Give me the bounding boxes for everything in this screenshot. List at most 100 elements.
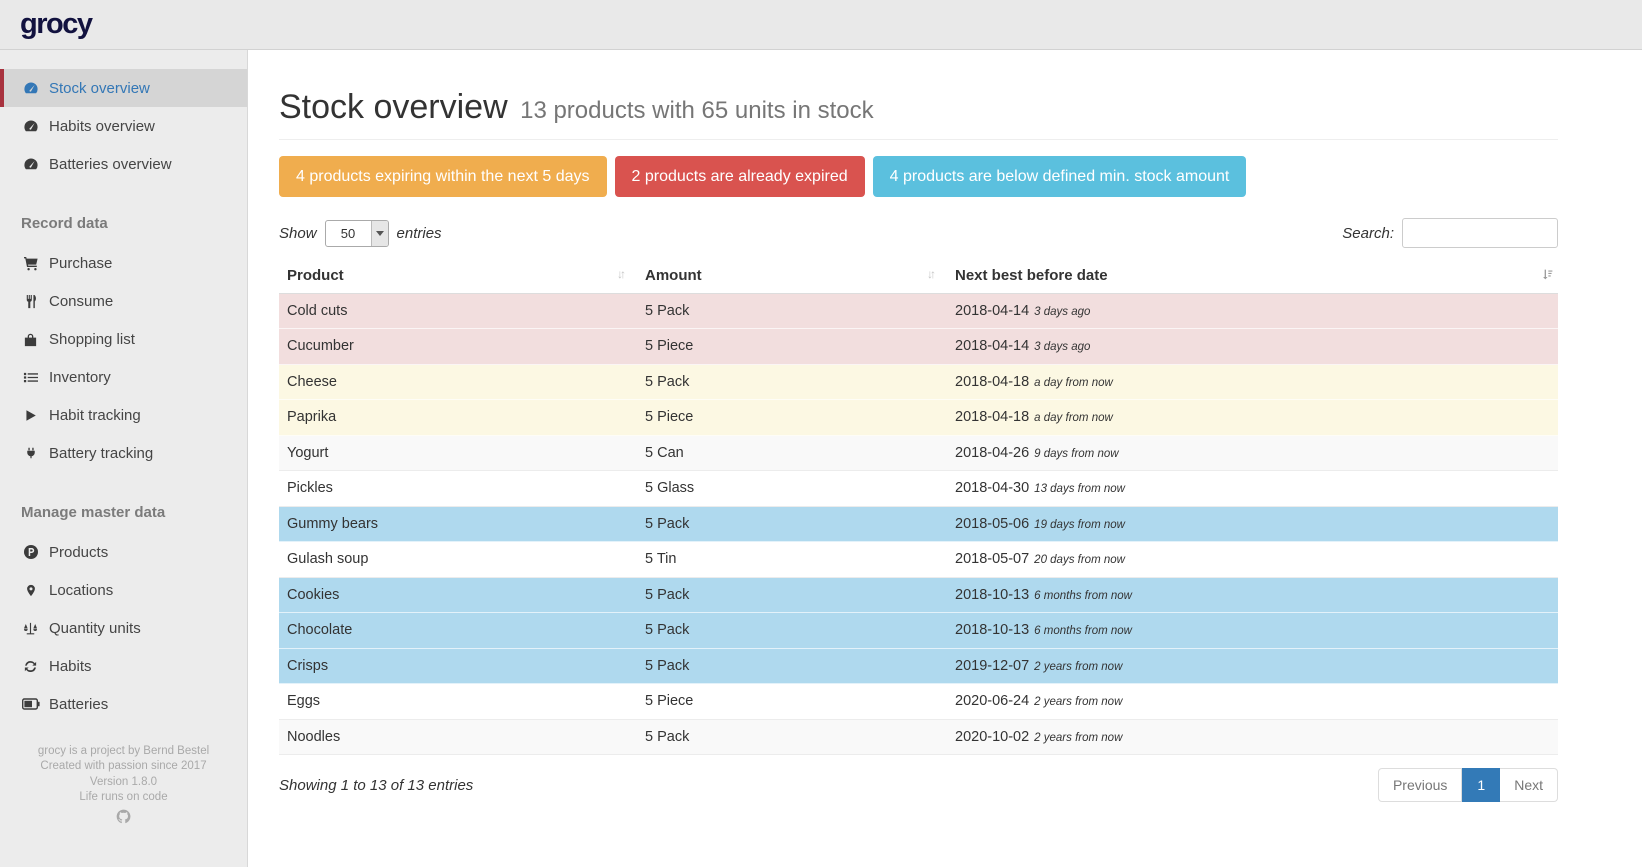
- sidebar-item-label: Batteries overview: [49, 155, 172, 173]
- amount-cell: 5 Pack: [637, 577, 947, 613]
- tachometer-icon: [21, 118, 40, 134]
- grocy-logo[interactable]: grocy: [20, 8, 93, 40]
- sidebar-item-stock-overview[interactable]: Stock overview: [0, 69, 247, 107]
- sidebar-item-locations[interactable]: Locations: [0, 571, 247, 609]
- table-row[interactable]: Paprika 5 Piece 2018-04-18 a day from now: [279, 399, 1558, 436]
- amount-cell: 5 Pack: [637, 648, 947, 684]
- expiring-products-button[interactable]: 4 products expiring within the next 5 da…: [279, 156, 607, 197]
- product-cell: Cucumber: [279, 328, 637, 365]
- date-cell: 2018-05-07 20 days from now: [947, 541, 1558, 578]
- table-row[interactable]: Noodles 5 Pack 2020-10-02 2 years from no…: [279, 719, 1558, 755]
- table-row[interactable]: Pickles 5 Glass 2018-04-30 13 days from n…: [279, 470, 1558, 507]
- pagination: Previous 1 Next: [1377, 768, 1558, 802]
- search-label: Search:: [1342, 224, 1394, 242]
- sidebar-item-label: Consume: [49, 292, 114, 310]
- sidebar-item-purchase[interactable]: Purchase: [0, 244, 247, 282]
- column-header-next-best-before-date[interactable]: Next best before date: [947, 259, 1558, 294]
- table-row[interactable]: Eggs 5 Piece 2020-06-24 2 years from now: [279, 683, 1558, 720]
- shopping-cart-icon: [21, 255, 40, 271]
- table-row[interactable]: Cold cuts 5 Pack 2018-04-14 3 days ago: [279, 293, 1558, 329]
- chevron-down-icon: [370, 220, 388, 246]
- product-cell: Cheese: [279, 364, 637, 400]
- sidebar-item-inventory[interactable]: Inventory: [0, 358, 247, 396]
- column-header-product[interactable]: Product ↓↑: [279, 259, 637, 294]
- date-cell: 2018-10-13 6 months from now: [947, 577, 1558, 613]
- main-content: Stock overview 13 products with 65 units…: [249, 50, 1642, 867]
- page-length-select[interactable]: 50: [324, 219, 389, 247]
- amount-cell: 5 Piece: [637, 328, 947, 365]
- next-page-button[interactable]: Next: [1500, 768, 1558, 802]
- sidebar-item-habits[interactable]: Habits: [0, 647, 247, 685]
- product-cell: Crisps: [279, 648, 637, 684]
- sidebar-item-label: Battery tracking: [49, 444, 154, 462]
- amount-cell: 5 Piece: [637, 399, 947, 436]
- table-row[interactable]: Yogurt 5 Can 2018-04-26 9 days from now: [279, 435, 1558, 471]
- below-min-stock-button[interactable]: 4 products are below defined min. stock …: [872, 156, 1247, 197]
- table-row[interactable]: Cucumber 5 Piece 2018-04-14 3 days ago: [279, 328, 1558, 365]
- product-cell: Noodles: [279, 719, 637, 755]
- date-cell: 2018-05-06 19 days from now: [947, 506, 1558, 542]
- table-row[interactable]: Cheese 5 Pack 2018-04-18 a day from now: [279, 364, 1558, 400]
- list-icon: [21, 370, 40, 385]
- date-cell: 2018-04-14 3 days ago: [947, 328, 1558, 365]
- date-cell: 2019-12-07 2 years from now: [947, 648, 1558, 684]
- balance-scale-icon: [21, 621, 40, 636]
- sidebar-item-label: Locations: [49, 581, 114, 599]
- page-subtitle: 13 products with 65 units in stock: [520, 97, 874, 124]
- product-cell: Cookies: [279, 577, 637, 613]
- page-length-value: 50: [340, 225, 356, 241]
- tachometer-icon: [21, 156, 40, 172]
- date-cell: 2018-04-30 13 days from now: [947, 470, 1558, 507]
- product-cell: Yogurt: [279, 435, 637, 471]
- entries-label: entries: [396, 224, 442, 242]
- amount-cell: 5 Pack: [637, 612, 947, 649]
- sidebar-item-batteries-overview[interactable]: Batteries overview: [0, 145, 247, 183]
- date-cell: 2018-04-18 a day from now: [947, 364, 1558, 400]
- table-controls: Show 50 entries Search:: [279, 218, 1558, 248]
- plug-icon: [21, 446, 40, 460]
- tachometer-icon: [21, 80, 40, 96]
- table-row[interactable]: Gummy bears 5 Pack 2018-05-06 19 days fro…: [279, 506, 1558, 542]
- amount-cell: 5 Glass: [637, 470, 947, 507]
- column-header-amount[interactable]: Amount ↓↑: [637, 259, 947, 294]
- sidebar-item-label: Shopping list: [49, 330, 135, 348]
- table-footer: Showing 1 to 13 of 13 entries Previous 1…: [279, 768, 1558, 802]
- table-row[interactable]: Crisps 5 Pack 2019-12-07 2 years from now: [279, 648, 1558, 684]
- table-header-row: Product ↓↑ Amount ↓↑ Next best before da…: [279, 259, 1558, 294]
- utensils-icon: [21, 294, 40, 309]
- sidebar-footer: grocy is a project by Bernd Bestel Creat…: [0, 744, 247, 830]
- sidebar: Stock overview Habits overview Batteries…: [0, 50, 248, 867]
- sidebar-item-label: Inventory: [49, 368, 111, 386]
- sidebar-nav: Stock overview Habits overview Batteries…: [0, 50, 247, 723]
- date-cell: 2018-04-26 9 days from now: [947, 435, 1558, 471]
- amount-cell: 5 Piece: [637, 683, 947, 720]
- amount-cell: 5 Pack: [637, 293, 947, 329]
- search-input[interactable]: [1402, 218, 1558, 248]
- refresh-icon: [21, 659, 40, 674]
- previous-page-button[interactable]: Previous: [1377, 768, 1463, 802]
- sort-amount-icon: [1541, 268, 1554, 285]
- sidebar-item-quantity-units[interactable]: Quantity units: [0, 609, 247, 647]
- entries-info: Showing 1 to 13 of 13 entries: [279, 776, 474, 794]
- table-row[interactable]: Chocolate 5 Pack 2018-10-13 6 months from…: [279, 612, 1558, 649]
- sidebar-item-shopping-list[interactable]: Shopping list: [0, 320, 247, 358]
- amount-cell: 5 Pack: [637, 719, 947, 755]
- table-row[interactable]: Cookies 5 Pack 2018-10-13 6 months from n…: [279, 577, 1558, 613]
- footer-line-motto: Life runs on code: [79, 791, 168, 803]
- sidebar-item-habit-tracking[interactable]: Habit tracking: [0, 396, 247, 434]
- sidebar-item-label: Habits: [49, 657, 92, 675]
- page-header: Stock overview 13 products with 65 units…: [279, 88, 1558, 140]
- github-icon[interactable]: [116, 809, 131, 830]
- expired-products-button[interactable]: 2 products are already expired: [614, 156, 865, 197]
- product-circle-icon: [21, 544, 40, 560]
- page-1-button[interactable]: 1: [1462, 768, 1501, 802]
- sidebar-item-consume[interactable]: Consume: [0, 282, 247, 320]
- sidebar-item-products[interactable]: Products: [0, 533, 247, 571]
- sidebar-item-batteries[interactable]: Batteries: [0, 685, 247, 723]
- sidebar-item-battery-tracking[interactable]: Battery tracking: [0, 434, 247, 472]
- sidebar-item-habits-overview[interactable]: Habits overview: [0, 107, 247, 145]
- footer-line-version: Version 1.8.0: [89, 775, 158, 788]
- table-row[interactable]: Gulash soup 5 Tin 2018-05-07 20 days from…: [279, 541, 1558, 578]
- sidebar-item-label: Stock overview: [49, 79, 150, 97]
- map-marker-icon: [21, 583, 40, 598]
